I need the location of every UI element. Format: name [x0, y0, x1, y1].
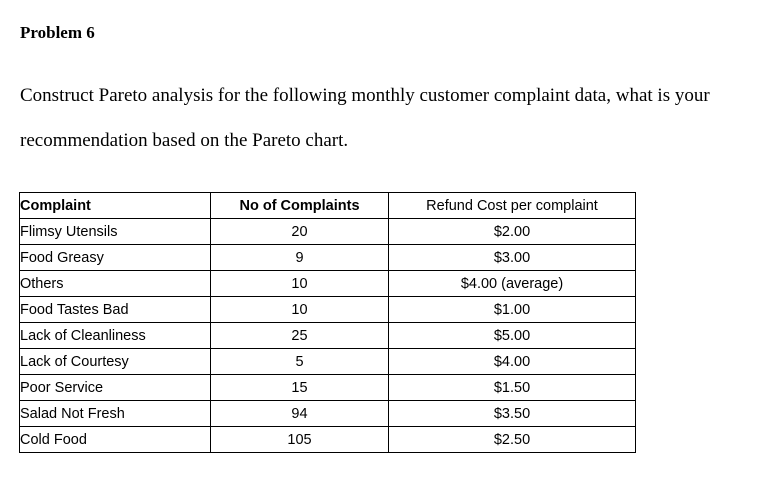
- table-row: Lack of Courtesy 5 $4.00: [19, 348, 636, 375]
- complaint-cell: Flimsy Utensils: [19, 218, 211, 245]
- refund-cell: $3.50: [388, 400, 636, 427]
- refund-cell: $2.00: [388, 218, 636, 245]
- table-row: Flimsy Utensils 20 $2.00: [19, 218, 636, 245]
- refund-cell: $1.50: [388, 374, 636, 401]
- complaint-cell: Food Tastes Bad: [19, 296, 211, 323]
- count-cell: 20: [210, 218, 389, 245]
- complaint-cell: Poor Service: [19, 374, 211, 401]
- table-row: Lack of Cleanliness 25 $5.00: [19, 322, 636, 349]
- complaint-cell: Cold Food: [19, 426, 211, 453]
- complaint-cell: Lack of Cleanliness: [19, 322, 211, 349]
- header-complaint: Complaint: [19, 192, 211, 219]
- table-row: Food Greasy 9 $3.00: [19, 244, 636, 271]
- problem-statement-line-1: Construct Pareto analysis for the follow…: [20, 85, 710, 106]
- count-cell: 10: [210, 270, 389, 297]
- table-row: Cold Food 105 $2.50: [19, 426, 636, 453]
- table-header-row: Complaint No of Complaints Refund Cost p…: [19, 192, 636, 219]
- table-row: Food Tastes Bad 10 $1.00: [19, 296, 636, 323]
- refund-cell: $4.00 (average): [388, 270, 636, 297]
- complaint-cell: Lack of Courtesy: [19, 348, 211, 375]
- refund-cell: $2.50: [388, 426, 636, 453]
- header-no-of-complaints: No of Complaints: [210, 192, 389, 219]
- count-cell: 9: [210, 244, 389, 271]
- table-row: Poor Service 15 $1.50: [19, 374, 636, 401]
- count-cell: 105: [210, 426, 389, 453]
- count-cell: 15: [210, 374, 389, 401]
- count-cell: 94: [210, 400, 389, 427]
- complaint-cell: Others: [19, 270, 211, 297]
- refund-cell: $3.00: [388, 244, 636, 271]
- refund-cell: $1.00: [388, 296, 636, 323]
- complaint-cell: Salad Not Fresh: [19, 400, 211, 427]
- complaint-cell: Food Greasy: [19, 244, 211, 271]
- count-cell: 10: [210, 296, 389, 323]
- problem-statement-line-2: recommendation based on the Pareto chart…: [20, 130, 349, 151]
- complaint-data-table: Complaint No of Complaints Refund Cost p…: [19, 192, 636, 453]
- refund-cell: $5.00: [388, 322, 636, 349]
- table-row: Salad Not Fresh 94 $3.50: [19, 400, 636, 427]
- count-cell: 25: [210, 322, 389, 349]
- table-row: Others 10 $4.00 (average): [19, 270, 636, 297]
- refund-cell: $4.00: [388, 348, 636, 375]
- header-refund-cost: Refund Cost per complaint: [388, 192, 636, 219]
- problem-heading: Problem 6: [20, 23, 95, 42]
- count-cell: 5: [210, 348, 389, 375]
